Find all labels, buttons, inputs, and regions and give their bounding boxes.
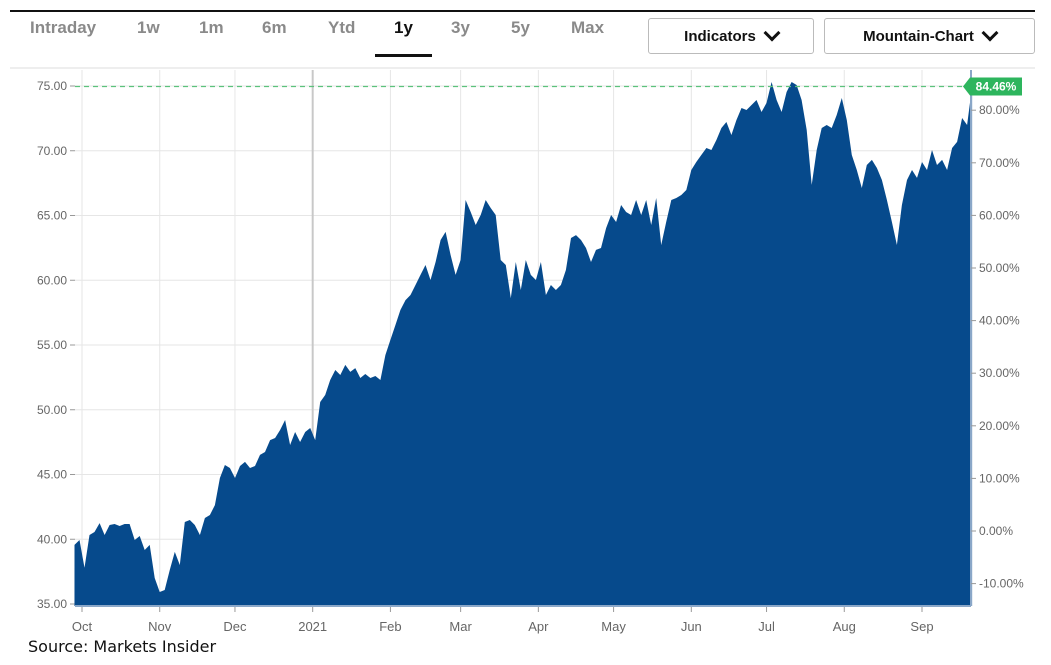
x-tick-label: Apr — [528, 619, 549, 634]
x-tick-label: 2021 — [298, 619, 327, 634]
active-tab-underline — [375, 54, 432, 57]
y2-tick-label: 80.00% — [979, 103, 1020, 117]
tab-5y[interactable]: 5y — [511, 18, 530, 37]
y2-tick-label: 60.00% — [979, 208, 1020, 222]
source-caption: Source: Markets Insider — [28, 637, 217, 656]
x-tick-label: Mar — [449, 619, 472, 634]
toolbar-separator — [10, 67, 1035, 69]
current-change-badge — [963, 77, 1022, 96]
y-tick-label: 50.00 — [37, 403, 67, 417]
tab-ytd[interactable]: Ytd — [328, 18, 356, 37]
indicators-label: Indicators — [684, 27, 756, 45]
y2-tick-label: 30.00% — [979, 366, 1020, 380]
tab-max[interactable]: Max — [571, 18, 605, 37]
y-tick-label: 40.00 — [37, 532, 67, 546]
y-tick-label: 70.00 — [37, 144, 67, 158]
price-area — [74, 82, 973, 606]
tab-3y[interactable]: 3y — [451, 18, 470, 37]
y2-tick-label: 40.00% — [979, 314, 1020, 328]
tab-1y[interactable]: 1y — [394, 18, 413, 37]
tab-1w[interactable]: 1w — [137, 18, 160, 37]
y-tick-label: 65.00 — [37, 209, 67, 223]
y-tick-label: 75.00 — [37, 79, 67, 93]
y2-tick-label: 10.00% — [979, 471, 1020, 485]
y2-tick-label: 50.00% — [979, 261, 1020, 275]
y2-tick-label: -10.00% — [979, 577, 1024, 591]
indicators-button[interactable]: Indicators — [648, 18, 814, 54]
x-tick-label: Dec — [223, 619, 247, 634]
x-tick-label: Nov — [148, 619, 172, 634]
y-tick-label: 45.00 — [37, 468, 67, 482]
x-tick-label: Jul — [758, 619, 775, 634]
y-tick-label: 55.00 — [37, 338, 67, 352]
x-tick-label: May — [601, 619, 626, 634]
y2-tick-label: 70.00% — [979, 156, 1020, 170]
x-tick-label: Oct — [72, 619, 93, 634]
chart-type-label: Mountain-Chart — [863, 27, 974, 45]
y2-tick-label: 20.00% — [979, 419, 1020, 433]
y-tick-label: 60.00 — [37, 273, 67, 287]
current-change-label: 84.46% — [976, 80, 1017, 94]
tab-6m[interactable]: 6m — [262, 18, 287, 37]
x-tick-label: Feb — [379, 619, 401, 634]
y-tick-label: 35.00 — [37, 597, 67, 611]
y2-tick-label: 0.00% — [979, 524, 1013, 538]
x-tick-label: Jun — [681, 619, 702, 634]
x-tick-label: Sep — [910, 619, 933, 634]
x-tick-label: Aug — [833, 619, 856, 634]
tab-intraday[interactable]: Intraday — [30, 18, 97, 37]
tab-1m[interactable]: 1m — [199, 18, 224, 37]
top-border — [10, 10, 1035, 12]
chart-type-dropdown[interactable]: Mountain-Chart — [824, 18, 1035, 54]
